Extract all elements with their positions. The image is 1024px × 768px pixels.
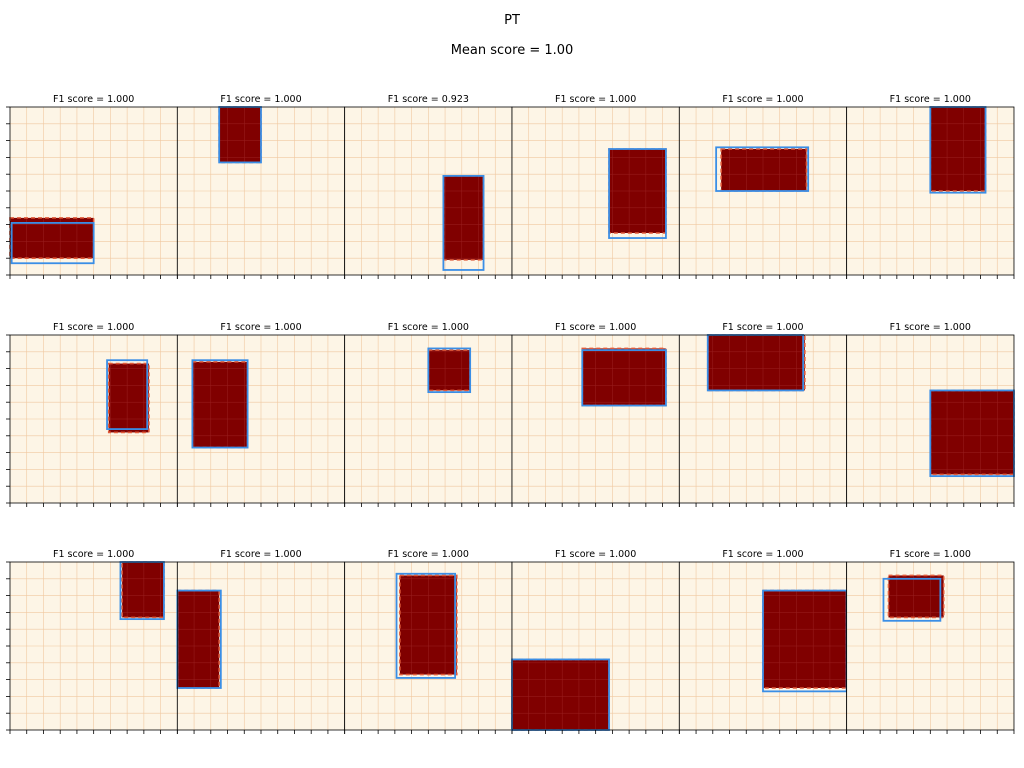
- prediction-box: [191, 359, 249, 449]
- target-region: [10, 217, 94, 259]
- target-region: [177, 590, 220, 688]
- panel-13: F1 score = 1.000: [6, 549, 178, 734]
- target-outline: [399, 574, 458, 676]
- target-outline: [107, 362, 150, 434]
- panel-12: F1 score = 1.000: [846, 322, 1015, 507]
- panel-5: F1 score = 1.000: [678, 94, 848, 279]
- target-region: [930, 390, 1014, 475]
- panel-9: F1 score = 1.000: [344, 322, 513, 507]
- panel-17: F1 score = 1.000: [678, 549, 848, 734]
- target-region: [219, 107, 261, 163]
- figure-subtitle: Mean score = 1.00: [450, 43, 574, 58]
- panel-title: F1 score = 1.000: [388, 549, 469, 560]
- target-region: [930, 107, 986, 191]
- panel-title: F1 score = 0.923: [388, 94, 469, 105]
- panel-6: F1 score = 1.000: [846, 94, 1015, 279]
- target-region: [108, 363, 149, 433]
- panel-14: F1 score = 1.000: [176, 549, 346, 734]
- prediction-box: [608, 148, 667, 239]
- panel-title: F1 score = 1.000: [555, 94, 636, 105]
- target-region: [192, 361, 248, 448]
- panel-title: F1 score = 1.000: [890, 94, 971, 105]
- panel-title: F1 score = 1.000: [53, 549, 134, 560]
- prediction-box: [106, 359, 149, 430]
- panel-16: F1 score = 1.000: [511, 549, 680, 734]
- target-region: [443, 175, 484, 260]
- target-region: [762, 590, 847, 688]
- panel-title: F1 score = 1.000: [53, 94, 134, 105]
- panel-title: F1 score = 1.000: [388, 322, 469, 333]
- panel-title: F1 score = 1.000: [53, 322, 134, 333]
- panel-title: F1 score = 1.000: [220, 322, 301, 333]
- target-region: [511, 659, 610, 730]
- prediction-box: [442, 174, 485, 271]
- target-region: [888, 575, 944, 618]
- target-region: [122, 562, 164, 618]
- panel-title: F1 score = 1.000: [722, 549, 803, 560]
- panel-18: F1 score = 1.000: [846, 549, 1015, 734]
- panel-title: F1 score = 1.000: [555, 549, 636, 560]
- target-region: [707, 335, 805, 391]
- target-region: [582, 348, 666, 406]
- panel-title: F1 score = 1.000: [722, 322, 803, 333]
- target-region: [721, 149, 807, 191]
- panel-title: F1 score = 1.000: [890, 322, 971, 333]
- panel-title: F1 score = 1.000: [555, 322, 636, 333]
- panel-11: F1 score = 1.000: [678, 322, 848, 507]
- panel-10: F1 score = 1.000: [511, 322, 680, 507]
- panel-1: F1 score = 1.000: [6, 94, 178, 279]
- panel-7: F1 score = 1.000: [6, 322, 178, 507]
- panel-2: F1 score = 1.000: [176, 94, 346, 279]
- prediction-box: [882, 577, 942, 622]
- panel-title: F1 score = 1.000: [722, 94, 803, 105]
- panel-15: F1 score = 1.000: [344, 549, 513, 734]
- prediction-box: [10, 222, 95, 265]
- prediction-box: [581, 349, 667, 407]
- panel-3: F1 score = 0.923: [344, 94, 513, 279]
- panel-title: F1 score = 1.000: [220, 94, 301, 105]
- panel-title: F1 score = 1.000: [220, 549, 301, 560]
- figure-title: PT: [504, 13, 520, 28]
- panel-8: F1 score = 1.000: [176, 322, 346, 507]
- prediction-box: [715, 146, 810, 192]
- prediction-box: [395, 572, 456, 679]
- prediction-box: [427, 347, 472, 394]
- target-region: [428, 350, 471, 391]
- panel-4: F1 score = 1.000: [511, 94, 680, 279]
- panel-title: F1 score = 1.000: [890, 549, 971, 560]
